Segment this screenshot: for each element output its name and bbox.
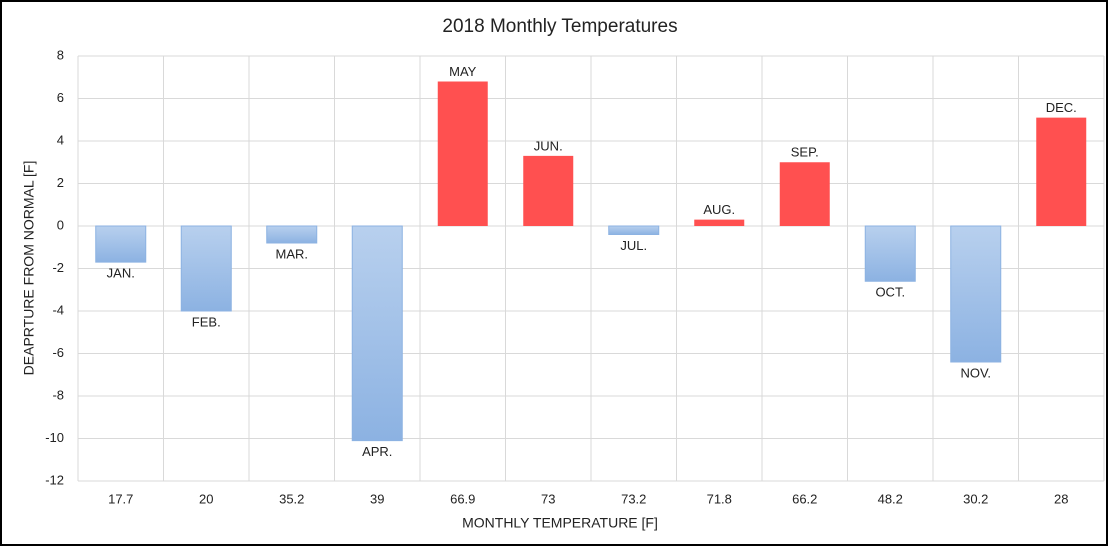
- chart-title: 2018 Monthly Temperatures: [442, 16, 677, 37]
- x-tick-label: 35.2: [279, 491, 304, 506]
- y-tick-label: 0: [57, 217, 64, 232]
- bar: [351, 225, 403, 442]
- bar: [779, 162, 830, 226]
- bar: [694, 219, 745, 226]
- y-tick-label: -8: [52, 387, 64, 402]
- y-tick-label: -4: [52, 302, 64, 317]
- bar: [523, 155, 574, 226]
- bar-label: AUG.: [703, 202, 735, 217]
- bar-label: NOV.: [960, 365, 991, 380]
- x-tick-label: 66.2: [792, 491, 817, 506]
- bar: [180, 225, 232, 312]
- bar: [95, 225, 147, 263]
- bar-label: MAY: [449, 64, 477, 79]
- bar-label: OCT.: [875, 285, 905, 300]
- x-tick-label: 28: [1054, 491, 1068, 506]
- bar-label: JAN.: [107, 266, 135, 281]
- bar: [437, 81, 488, 226]
- y-tick-label: 4: [57, 132, 64, 147]
- x-tick-label: 39: [370, 491, 384, 506]
- bar-label: JUL.: [620, 238, 647, 253]
- x-tick-label: 17.7: [108, 491, 133, 506]
- bar: [864, 225, 916, 282]
- bar: [608, 225, 660, 235]
- bar-label: MAR.: [276, 246, 309, 261]
- bar-label: SEP.: [791, 145, 819, 160]
- x-tick-label: 73: [541, 491, 555, 506]
- x-axis-title: MONTHLY TEMPERATURE [F]: [462, 515, 658, 531]
- y-tick-label: 2: [57, 175, 64, 190]
- x-tick-label: 48.2: [878, 491, 903, 506]
- bar: [950, 225, 1002, 363]
- x-tick-label: 73.2: [621, 491, 646, 506]
- bar-label: APR.: [362, 444, 392, 459]
- y-tick-label: 6: [57, 90, 64, 105]
- y-tick-label: 8: [57, 47, 64, 62]
- y-tick-label: -10: [45, 430, 64, 445]
- y-axis-title: DEAPRTURE FROM NORMAL [F]: [21, 161, 37, 376]
- y-tick-label: -2: [52, 260, 64, 275]
- bar-label: JUN.: [534, 138, 563, 153]
- bar-label: DEC.: [1046, 100, 1077, 115]
- y-tick-label: -6: [52, 345, 64, 360]
- bar: [266, 225, 318, 244]
- x-tick-label: 20: [199, 491, 213, 506]
- x-tick-label: 66.9: [450, 491, 475, 506]
- bar: [1036, 117, 1087, 226]
- x-tick-label: 30.2: [963, 491, 988, 506]
- y-tick-label: -12: [45, 472, 64, 487]
- bar-label: FEB.: [192, 314, 221, 329]
- x-tick-label: 71.8: [707, 491, 732, 506]
